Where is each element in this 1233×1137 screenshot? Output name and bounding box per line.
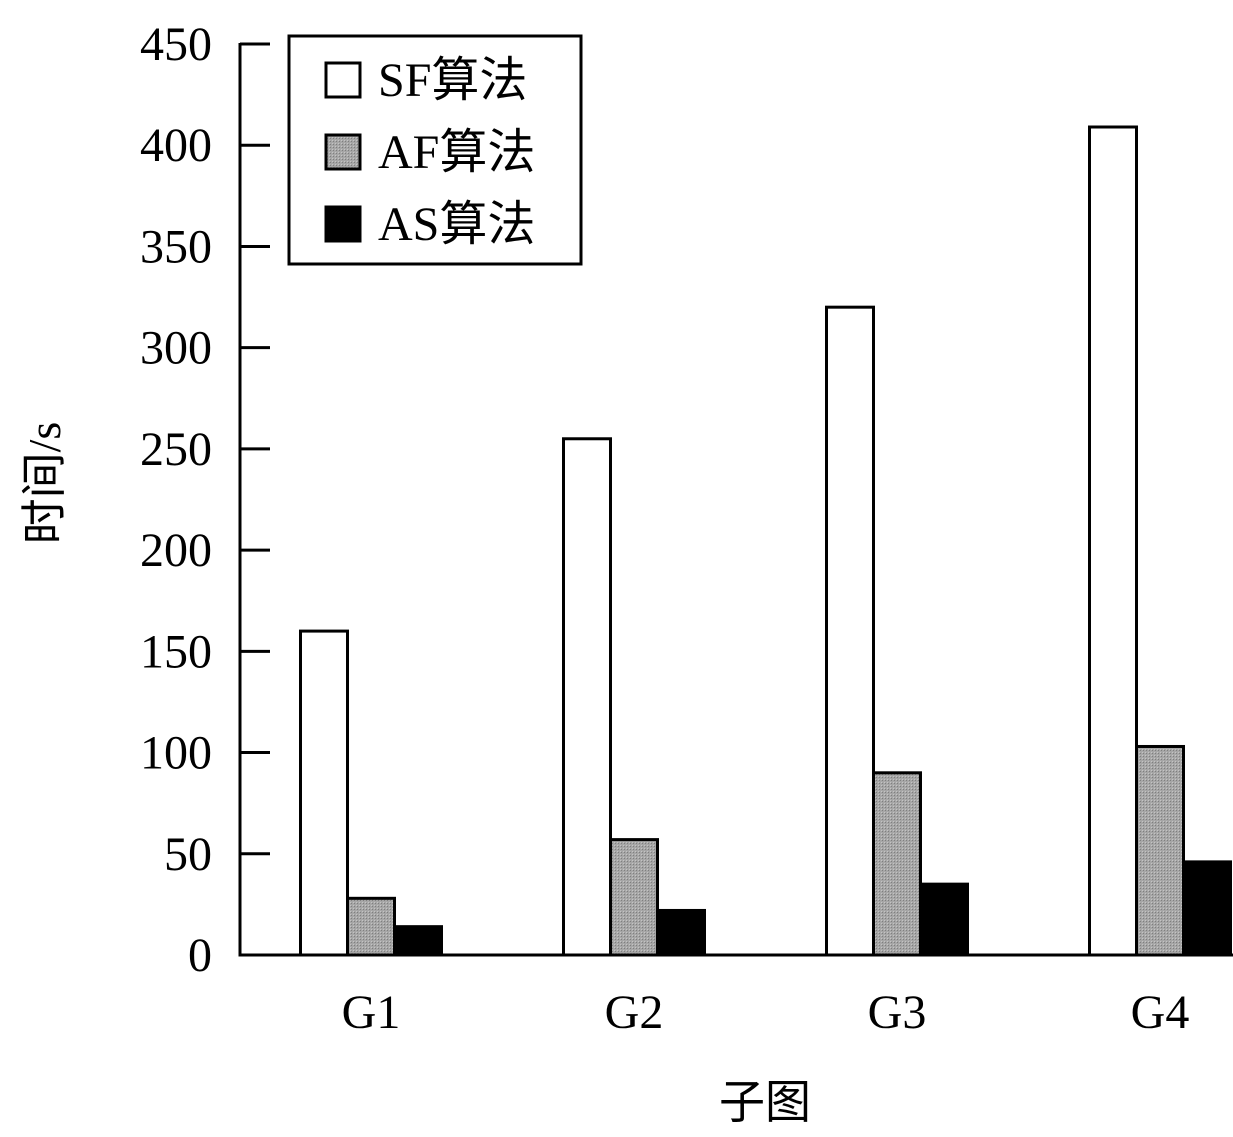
x-tick-label-g3: G3 <box>868 986 927 1039</box>
legend-label-af: AF算法 <box>378 126 535 179</box>
bar-af-g2 <box>609 838 659 957</box>
bar-sf-g3 <box>825 305 875 957</box>
y-axis-label: 时间/s <box>19 422 70 545</box>
y-tick-label-350: 350 <box>140 220 212 273</box>
bar-as-g1 <box>393 925 443 957</box>
y-tick-label-250: 250 <box>140 423 212 476</box>
legend-label-as: AS算法 <box>378 198 535 251</box>
y-tick-label-300: 300 <box>140 322 212 375</box>
legend-label-sf: SF算法 <box>378 54 527 107</box>
axes: 0 50 100 150 200 250 300 350 400 450 G1 G2 G3 G4 <box>140 18 1233 1039</box>
bar-as-g4 <box>1182 860 1232 957</box>
bar-af-g1 <box>346 896 396 957</box>
legend-swatch-as <box>324 205 362 243</box>
bar-sf-g4 <box>1088 125 1138 957</box>
legend-swatch-af <box>324 133 362 171</box>
bar-sf-g2 <box>562 437 612 957</box>
y-tick-label-450: 450 <box>140 18 212 71</box>
y-tick-label-150: 150 <box>140 625 212 678</box>
y-tick-label-200: 200 <box>140 524 212 577</box>
y-tick-label-100: 100 <box>140 727 212 780</box>
bar-as-g2 <box>656 908 706 957</box>
x-tick-label-g2: G2 <box>605 986 664 1039</box>
x-tick-label-g1: G1 <box>342 986 401 1039</box>
bar-as-g3 <box>919 882 969 957</box>
y-tick-label-400: 400 <box>140 119 212 172</box>
bars <box>299 125 1232 957</box>
y-tick-label-0: 0 <box>188 929 212 982</box>
legend: SF算法 AF算法 AS算法 <box>287 34 583 266</box>
bar-sf-g1 <box>299 629 349 957</box>
x-axis-label: 子图 <box>719 1077 811 1128</box>
bar-af-g4 <box>1135 744 1185 957</box>
legend-swatch-sf <box>324 61 362 99</box>
y-tick-label-50: 50 <box>164 828 212 881</box>
x-tick-label-g4: G4 <box>1131 986 1190 1039</box>
bar-af-g3 <box>872 771 922 957</box>
